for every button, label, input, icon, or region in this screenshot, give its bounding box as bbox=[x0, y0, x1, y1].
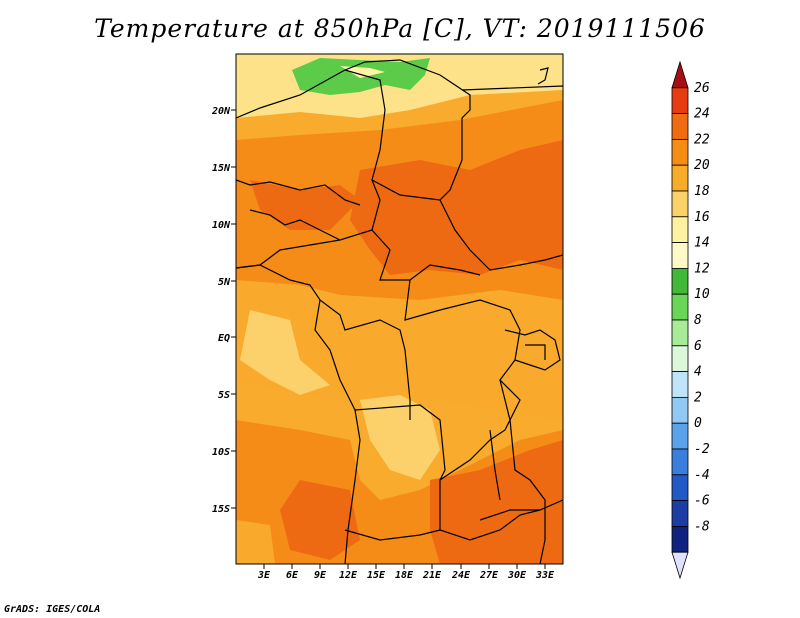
colorbar-swatch bbox=[671, 138, 689, 166]
colorbar-label: 0 bbox=[694, 416, 702, 431]
lon-label: 18E bbox=[395, 570, 414, 581]
colorbar-swatch bbox=[671, 293, 689, 321]
colorbar-label: 2 bbox=[694, 390, 702, 405]
lat-label: 15N bbox=[212, 163, 231, 174]
dark-orange-core bbox=[350, 140, 563, 275]
lon-label: 33E bbox=[535, 570, 555, 581]
lat-label: 20N bbox=[211, 106, 231, 117]
lat-label: 5N bbox=[218, 277, 231, 288]
lat-label: 15S bbox=[212, 504, 230, 515]
colorbar-label: 20 bbox=[694, 158, 710, 173]
colorbar-swatch bbox=[671, 267, 689, 295]
colorbar-swatch bbox=[671, 319, 689, 347]
colorbar-label: 6 bbox=[694, 339, 702, 354]
colorbar-label: 16 bbox=[694, 210, 710, 225]
colorbar-label: 8 bbox=[694, 313, 702, 328]
colorbar-swatch bbox=[671, 113, 689, 140]
colorbar-swatch bbox=[671, 164, 689, 192]
colorbar-label: -4 bbox=[694, 468, 710, 483]
colorbar-label: 4 bbox=[694, 365, 702, 380]
axis-ticks bbox=[231, 109, 546, 569]
lat-label: EQ bbox=[218, 333, 230, 344]
colorbar-max-arrow bbox=[671, 60, 689, 89]
colorbar-label: 22 bbox=[694, 132, 710, 147]
map-frame bbox=[235, 53, 564, 565]
colorbar-label: -8 bbox=[694, 519, 710, 534]
colorbar-swatch bbox=[671, 526, 689, 553]
map-title: Temperature at 850hPa [C], VT: 201911150… bbox=[94, 14, 706, 43]
lat-label: 10S bbox=[212, 447, 230, 458]
colorbar-label: 24 bbox=[694, 107, 710, 122]
political-borders bbox=[236, 59, 563, 564]
colorbar-label: -2 bbox=[694, 442, 710, 457]
lon-label: 3E bbox=[257, 570, 271, 581]
latitude-labels: 20N 15N 10N 5N EQ 5S 10S 15S bbox=[211, 106, 231, 515]
lon-label: 30E bbox=[507, 570, 527, 581]
colorbar-swatch bbox=[671, 87, 689, 115]
temperature-field bbox=[236, 54, 563, 564]
yellow-patch-west bbox=[240, 310, 330, 395]
colorbar-swatch bbox=[671, 448, 689, 476]
colorbar-swatch bbox=[671, 242, 689, 269]
colorbar-swatch bbox=[671, 371, 689, 398]
colorbar-swatch bbox=[671, 190, 689, 218]
colorbar-swatch bbox=[671, 500, 689, 527]
lon-label: 24E bbox=[451, 570, 471, 581]
lon-label: 12E bbox=[339, 570, 358, 581]
colorbar-label: 10 bbox=[694, 287, 710, 302]
lon-label: 27E bbox=[479, 570, 499, 581]
lon-label: 21E bbox=[422, 570, 442, 581]
lat-label: 10N bbox=[212, 220, 231, 231]
colorbar-label: 12 bbox=[694, 261, 710, 276]
colorbar-label: 14 bbox=[694, 236, 710, 251]
colorbar-swatch bbox=[671, 345, 689, 372]
longitude-labels: 3E 6E 9E 12E 15E 18E 21E 24E 27E 30E 33E bbox=[257, 570, 555, 581]
colorbar-swatch bbox=[671, 422, 689, 450]
colorbar-label: 18 bbox=[694, 184, 710, 199]
colorbar-min-arrow bbox=[671, 551, 689, 580]
lon-label: 15E bbox=[367, 570, 386, 581]
grads-credit: GrADS: IGES/COLA bbox=[4, 604, 101, 615]
dark-orange-south bbox=[280, 480, 360, 560]
colorbar-swatch bbox=[671, 216, 689, 244]
colorbar-swatch bbox=[671, 474, 689, 501]
colorbar-label: 26 bbox=[694, 81, 710, 96]
colorbar-swatch bbox=[671, 396, 689, 424]
lon-label: 6E bbox=[286, 570, 299, 581]
lon-label: 9E bbox=[314, 570, 327, 581]
colorbar-label: -6 bbox=[694, 494, 710, 509]
lat-label: 5S bbox=[218, 390, 230, 401]
